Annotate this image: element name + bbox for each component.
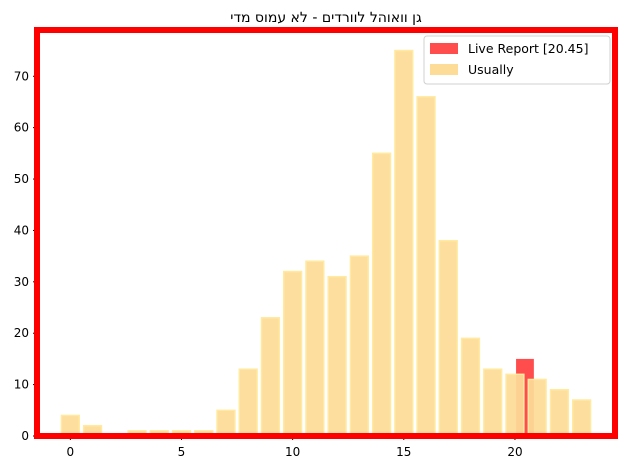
x-tick-label: 15 <box>396 445 411 459</box>
usual-bar <box>483 368 503 437</box>
usual-bar <box>527 378 547 437</box>
usual-bar <box>416 96 436 437</box>
usual-bar <box>349 255 369 437</box>
usual-bars <box>60 49 592 437</box>
chart-title: גן וואוהל לוורדים - לא עמוס מדי <box>230 10 422 26</box>
highlight-frame <box>34 27 618 439</box>
usual-bar <box>305 260 325 437</box>
y-tick-label: 40 <box>14 223 29 237</box>
legend-label-live: Live Report [20.45] <box>468 41 588 56</box>
usual-bar <box>394 49 414 437</box>
usual-bar <box>371 152 392 437</box>
legend-box <box>423 35 611 85</box>
y-tick-label: 30 <box>14 275 29 289</box>
legend-label-usual: Usually <box>468 62 514 77</box>
y-axis: 0 10 20 30 40 50 60 70 <box>14 69 37 443</box>
usual-bar <box>327 275 347 437</box>
usual-bar <box>572 399 592 437</box>
usual-bar <box>60 414 80 437</box>
usual-bar <box>238 368 258 437</box>
usual-bar <box>216 409 236 437</box>
legend-swatch-usual <box>430 64 458 75</box>
x-tick-label: 5 <box>178 445 186 459</box>
legend-swatch-live <box>430 43 458 54</box>
y-tick-label: 20 <box>14 326 29 340</box>
chart-legend: Live Report [20.45] Usually <box>423 35 611 85</box>
x-tick-label: 0 <box>67 445 75 459</box>
y-tick-label: 0 <box>21 429 29 443</box>
usual-bar <box>260 317 281 437</box>
usual-bar <box>438 239 458 437</box>
usual-bar <box>283 270 303 437</box>
y-tick-label: 60 <box>14 121 29 135</box>
x-tick-label: 20 <box>507 445 522 459</box>
usual-bar <box>460 337 481 437</box>
y-tick-label: 50 <box>14 172 29 186</box>
y-tick-label: 70 <box>14 69 29 83</box>
y-tick-label: 10 <box>14 378 29 392</box>
x-axis: 0 5 10 15 20 <box>67 436 523 459</box>
usual-bar <box>549 388 570 437</box>
x-tick-label: 10 <box>285 445 300 459</box>
usual-bar <box>505 373 525 437</box>
